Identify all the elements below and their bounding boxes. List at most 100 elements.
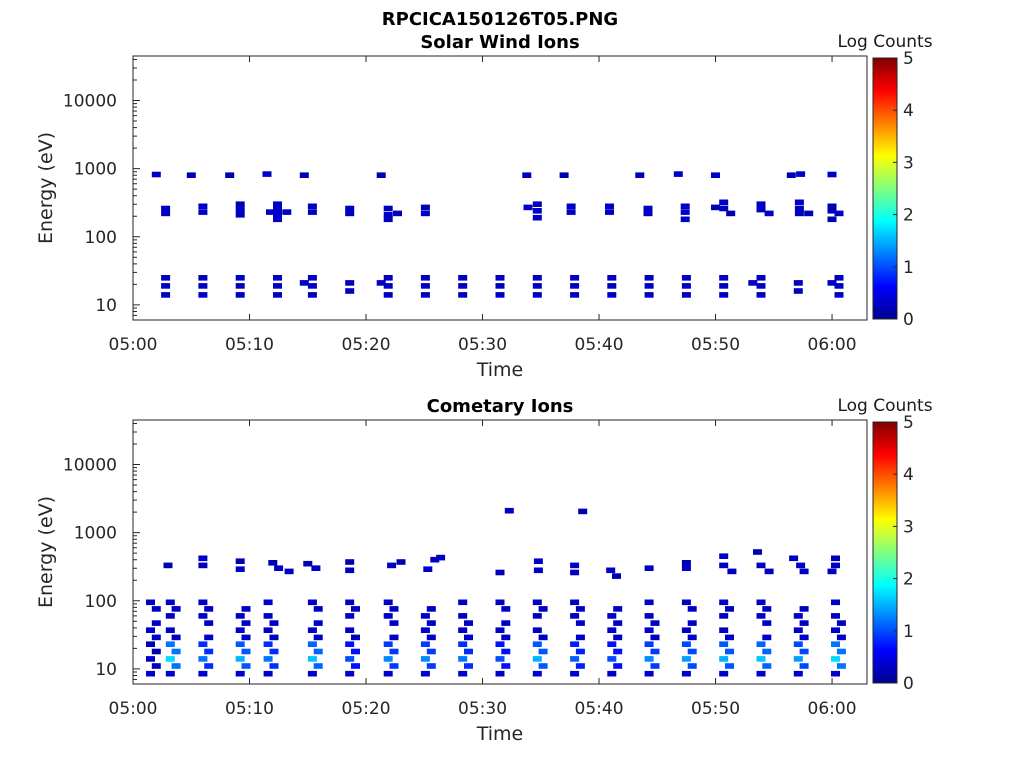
heatmap-cell xyxy=(570,562,580,569)
heatmap-cell xyxy=(605,209,614,215)
heatmap-cell xyxy=(464,634,473,641)
x-tick-label: 05:10 xyxy=(225,699,274,719)
heatmap-cell xyxy=(719,656,729,662)
colorbar-tick-label: 5 xyxy=(903,49,914,69)
heatmap-cell xyxy=(831,562,840,569)
heatmap-cell xyxy=(263,641,273,647)
heatmap-cell xyxy=(719,627,729,633)
heatmap-cell xyxy=(687,663,697,669)
heatmap-cell xyxy=(376,172,386,178)
heatmap-cell xyxy=(827,280,837,286)
heatmap-cell xyxy=(756,599,766,606)
heatmap-cell xyxy=(389,620,399,626)
heatmap-cell xyxy=(523,204,533,211)
heatmap-cell xyxy=(538,634,548,641)
heatmap-cell xyxy=(151,620,161,626)
heatmap-cell xyxy=(426,634,436,641)
heatmap-cell xyxy=(151,663,161,669)
heatmap-cell xyxy=(796,171,806,177)
x-tick-label: 05:30 xyxy=(458,335,507,355)
heatmap-cell xyxy=(756,641,766,647)
heatmap-cell xyxy=(681,560,691,566)
heatmap-cell xyxy=(570,275,580,281)
heatmap-cell xyxy=(307,641,317,647)
heatmap-cell xyxy=(575,648,585,655)
heatmap-cell xyxy=(643,210,653,217)
heatmap-cell xyxy=(613,648,623,655)
heatmap-cell xyxy=(834,283,844,289)
heatmap-cell xyxy=(827,171,837,178)
heatmap-cell xyxy=(827,216,837,223)
heatmap-cell xyxy=(575,606,585,612)
heatmap-cell xyxy=(161,292,171,298)
heatmap-cell xyxy=(313,663,323,669)
heatmap-cell xyxy=(284,568,294,575)
heatmap-cell xyxy=(605,203,614,210)
heatmap-cell xyxy=(793,670,803,677)
heatmap-cell xyxy=(383,216,393,223)
heatmap-cell xyxy=(198,203,208,210)
heatmap-cell xyxy=(307,209,317,215)
heatmap-cell xyxy=(345,288,355,294)
heatmap-cell xyxy=(146,641,155,647)
heatmap-cell xyxy=(831,656,840,662)
heatmap-cell xyxy=(725,606,734,612)
heatmap-cell xyxy=(426,648,436,655)
heatmap-cell xyxy=(495,627,505,633)
x-tick-label: 05:50 xyxy=(691,699,740,719)
heatmap-cell xyxy=(762,663,772,669)
x-tick-label: 05:40 xyxy=(575,335,624,355)
heatmap-cell xyxy=(796,562,806,569)
heatmap-cell xyxy=(299,280,309,286)
heatmap-cell xyxy=(762,648,772,655)
heatmap-cell xyxy=(719,562,729,569)
heatmap-cell xyxy=(613,606,623,612)
heatmap-cell xyxy=(165,656,175,662)
heatmap-cell xyxy=(756,670,766,677)
heatmap-cells xyxy=(151,171,844,298)
heatmap-cell xyxy=(241,606,251,612)
colorbar-tick-label: 5 xyxy=(903,413,914,433)
heatmap-cell xyxy=(274,565,284,571)
colorbar-tick-label: 2 xyxy=(903,570,914,590)
heatmap-cell xyxy=(165,641,175,647)
heatmap-cell xyxy=(458,283,468,289)
heatmap-cell xyxy=(532,283,542,289)
heatmap-cell xyxy=(420,641,430,647)
heatmap-cell xyxy=(575,663,585,669)
heatmap-cell xyxy=(680,203,690,210)
heatmap-cell xyxy=(345,656,355,662)
heatmap-cell xyxy=(165,627,175,633)
heatmap-cell xyxy=(719,641,729,647)
heatmap-cell xyxy=(834,275,844,281)
heatmap-cell xyxy=(607,656,617,662)
heatmap-cell xyxy=(307,292,317,298)
colorbar-label: Log Counts xyxy=(837,396,932,416)
heatmap-cell xyxy=(495,569,505,576)
heatmap-cell xyxy=(643,205,653,212)
heatmap-cell xyxy=(681,641,691,647)
heatmap-cell xyxy=(198,555,208,562)
heatmap-cell xyxy=(570,670,580,677)
heatmap-cell xyxy=(235,656,245,662)
heatmap-cell xyxy=(725,648,734,655)
heatmap-cell xyxy=(570,613,580,619)
heatmap-cell xyxy=(186,172,196,178)
heatmap-cell xyxy=(834,292,844,298)
heatmap-cell xyxy=(426,620,436,626)
heatmap-cell xyxy=(687,648,697,655)
heatmap-cell xyxy=(307,283,317,289)
heatmap-cell xyxy=(383,599,393,606)
heatmap-cell xyxy=(241,634,251,641)
heatmap-cell xyxy=(532,208,542,214)
heatmap-cell xyxy=(151,606,161,612)
colorbar-tick-label: 2 xyxy=(903,206,914,226)
heatmap-cell xyxy=(235,201,245,207)
heatmap-cell xyxy=(681,292,691,298)
heatmap-cell xyxy=(241,620,251,626)
heatmap-cell xyxy=(711,172,720,178)
heatmap-cell xyxy=(146,656,155,662)
heatmap-cell xyxy=(756,275,766,281)
heatmap-cell xyxy=(756,613,766,619)
heatmap-cell xyxy=(831,670,840,677)
